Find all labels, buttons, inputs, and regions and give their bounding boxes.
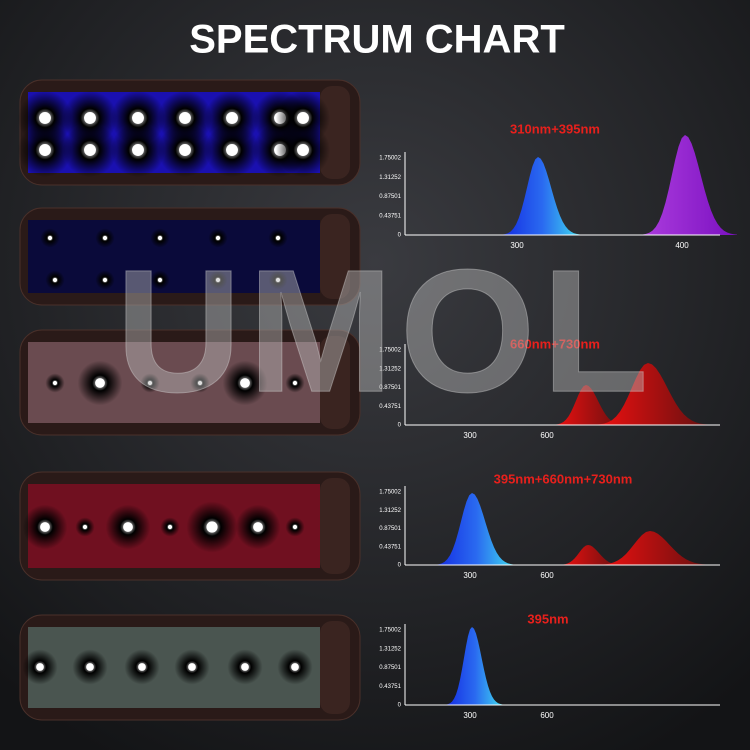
spectrum-label: 310nm+395nm [510, 121, 600, 136]
led [86, 663, 94, 671]
spectrum-peak [428, 493, 516, 565]
y-tick-label: 0.87501 [379, 526, 401, 532]
led [253, 522, 263, 532]
led [157, 277, 163, 283]
spectrum-peak [584, 363, 712, 425]
led [95, 378, 105, 388]
led [241, 663, 249, 671]
led [291, 663, 299, 671]
led [84, 144, 96, 156]
led [167, 524, 173, 530]
y-tick-label: 1.75002 [379, 628, 401, 634]
led [52, 277, 58, 283]
x-tick-label: 600 [540, 571, 554, 580]
y-tick-label: 1.31252 [379, 646, 401, 652]
led [157, 235, 163, 241]
led [138, 663, 146, 671]
led [297, 112, 309, 124]
x-tick-label: 300 [463, 711, 477, 720]
x-tick-label: 300 [463, 571, 477, 580]
led-bar-face [28, 342, 320, 423]
y-tick-label: 0.87501 [379, 665, 401, 671]
led [39, 144, 51, 156]
x-tick-label: 600 [540, 431, 554, 440]
x-tick-label: 600 [540, 711, 554, 720]
y-tick-label: 1.75002 [379, 490, 401, 496]
spectrum-peak [494, 157, 582, 235]
led [215, 235, 221, 241]
led [179, 144, 191, 156]
led [147, 380, 153, 386]
led [52, 380, 58, 386]
y-tick-label: 1.31252 [379, 508, 401, 514]
y-tick-label: 0 [398, 563, 402, 569]
spectrum-peak [440, 627, 504, 705]
led [82, 524, 88, 530]
y-tick-label: 0.43751 [379, 544, 401, 550]
y-tick-label: 0.87501 [379, 194, 401, 200]
spectrum-peak [633, 135, 737, 235]
led [40, 522, 50, 532]
y-tick-label: 1.31252 [379, 366, 401, 372]
led [179, 112, 191, 124]
led [102, 235, 108, 241]
spectrum-peak [552, 545, 624, 565]
spectrum-label: 660nm+730nm [510, 336, 600, 351]
led [240, 378, 250, 388]
led [206, 521, 218, 533]
y-tick-label: 0 [398, 233, 402, 239]
led [215, 277, 221, 283]
spectrum-peak [546, 385, 626, 425]
led [132, 144, 144, 156]
led [188, 663, 196, 671]
led [275, 277, 281, 283]
y-tick-label: 0.43751 [379, 404, 401, 410]
led-bar-face [28, 627, 320, 708]
spectrum-label: 395nm [527, 611, 568, 626]
led [292, 380, 298, 386]
led [226, 144, 238, 156]
led-bar-end [320, 336, 350, 429]
led [102, 277, 108, 283]
led-bar-end [320, 478, 350, 574]
led [275, 235, 281, 241]
led [132, 112, 144, 124]
led [47, 235, 53, 241]
y-tick-label: 1.75002 [379, 156, 401, 162]
y-tick-label: 0.43751 [379, 684, 401, 690]
led-bar-end [320, 621, 350, 714]
y-tick-label: 0.87501 [379, 385, 401, 391]
led [36, 663, 44, 671]
x-tick-label: 300 [510, 241, 524, 250]
spectrum-peak [586, 531, 714, 565]
led [292, 524, 298, 530]
x-tick-label: 400 [675, 241, 689, 250]
y-tick-label: 1.75002 [379, 348, 401, 354]
y-tick-label: 0 [398, 423, 402, 429]
led-bar-end [320, 214, 350, 299]
led [39, 112, 51, 124]
spectrum-label: 395nm+660nm+730nm [494, 471, 633, 486]
watermark: UMOL [115, 234, 654, 429]
y-tick-label: 1.31252 [379, 175, 401, 181]
led [297, 144, 309, 156]
x-tick-label: 300 [463, 431, 477, 440]
led [226, 112, 238, 124]
led [84, 112, 96, 124]
y-tick-label: 0 [398, 703, 402, 709]
led [197, 380, 203, 386]
title: SPECTRUM CHART [189, 18, 565, 62]
led [123, 522, 133, 532]
y-tick-label: 0.43751 [379, 213, 401, 219]
